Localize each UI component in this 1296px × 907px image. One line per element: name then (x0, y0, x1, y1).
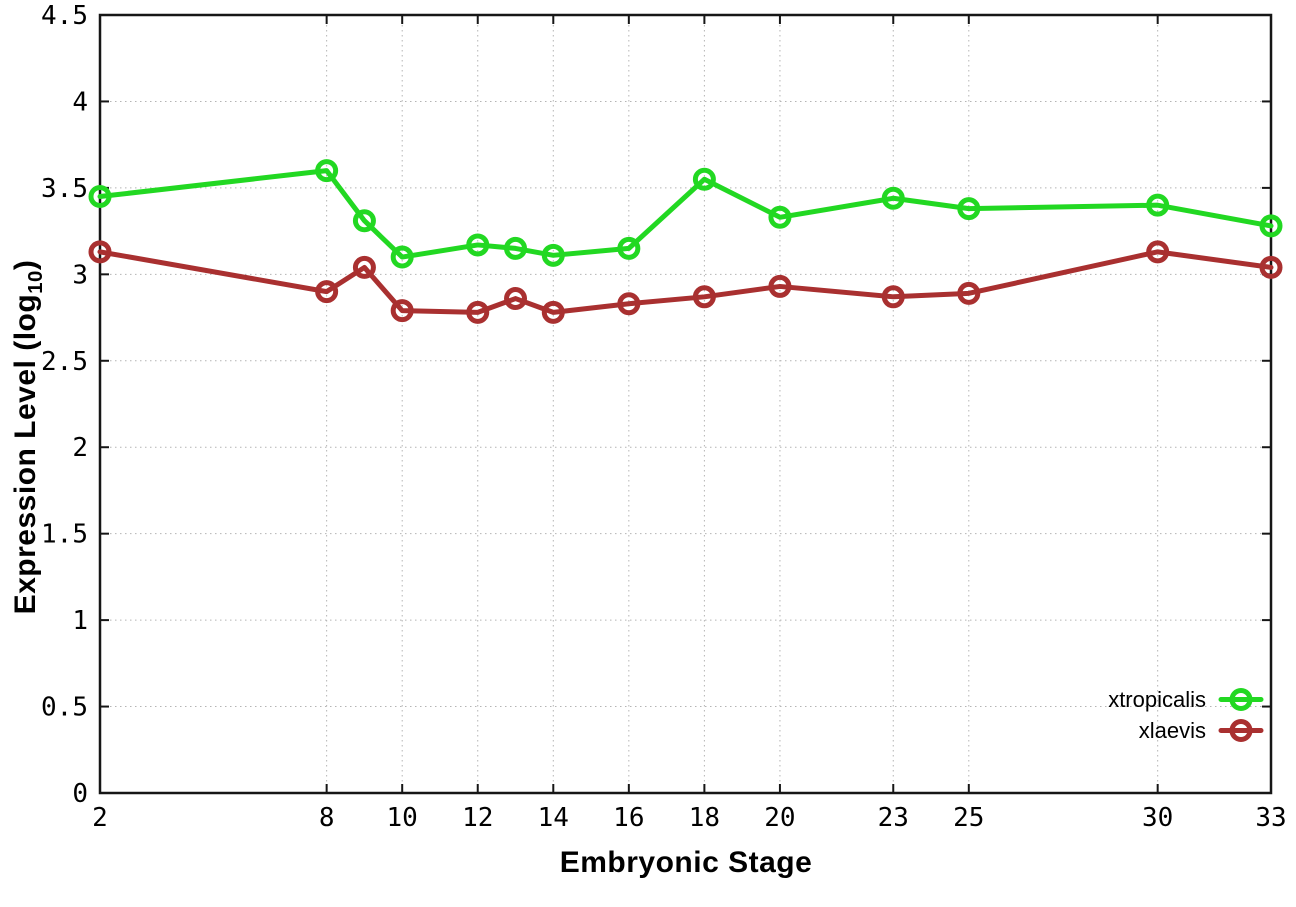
y-tick-label: 2 (72, 433, 88, 463)
legend-item-xlaevis: xlaevis (1108, 717, 1264, 744)
legend-label-xlaevis: xlaevis (1138, 717, 1206, 743)
data-point-xtropicalis (466, 233, 490, 257)
data-point-xtropicalis (390, 245, 414, 269)
y-tick-label: 4 (72, 87, 88, 117)
data-point-xlaevis (692, 285, 716, 309)
data-point-xtropicalis (541, 243, 565, 267)
plot-border (98, 13, 1273, 795)
x-tick-label: 12 (462, 803, 493, 833)
x-tick-label: 30 (1142, 803, 1173, 833)
data-point-xlaevis (541, 300, 565, 324)
series-line-xtropicalis (97, 168, 1274, 260)
y-tick-label: 0.5 (41, 693, 88, 723)
data-point-xtropicalis (315, 159, 339, 183)
data-point-xtropicalis (88, 185, 112, 209)
y-tick-label: 1 (72, 606, 88, 636)
data-point-xtropicalis (352, 209, 376, 233)
y-axis-title-suffix: ) (9, 259, 42, 271)
data-point-xlaevis (881, 285, 905, 309)
data-point-xtropicalis (768, 205, 792, 229)
x-tick-label: 33 (1255, 803, 1286, 833)
data-point-xlaevis (957, 281, 981, 305)
data-point-xtropicalis (692, 167, 716, 191)
x-tick-label: 2 (92, 803, 108, 833)
x-axis-title: Embryonic Stage (559, 846, 813, 879)
x-tick-label: 8 (319, 803, 335, 833)
data-point-xlaevis (466, 300, 490, 324)
legend-marker-xtropicalis (1218, 688, 1264, 711)
data-point-xlaevis (768, 274, 792, 298)
data-point-xtropicalis (504, 236, 528, 260)
data-point-xtropicalis (957, 197, 981, 221)
data-point-xlaevis (88, 240, 112, 264)
legend-label-xtropicalis: xtropicalis (1108, 686, 1206, 712)
x-tick-label: 18 (689, 803, 720, 833)
x-tick-label: 14 (538, 803, 569, 833)
legend: xtropicalis xlaevis (1108, 686, 1264, 748)
data-point-xlaevis (1146, 240, 1170, 264)
legend-point-sample (1229, 719, 1253, 742)
data-point-xlaevis (315, 280, 339, 304)
x-tick-label: 20 (764, 803, 795, 833)
y-tick-label: 3.5 (41, 174, 88, 204)
data-point-xtropicalis (617, 236, 641, 260)
data-point-xlaevis (390, 299, 414, 323)
x-tick-label: 10 (387, 803, 418, 833)
y-tick-label: 2.5 (41, 347, 88, 377)
legend-point-sample (1229, 688, 1253, 711)
y-tick-label: 3 (72, 260, 88, 290)
x-tick-label: 25 (953, 803, 984, 833)
data-point-xtropicalis (881, 186, 905, 210)
x-tick-label: 23 (878, 803, 909, 833)
y-axis-title-subscript: 10 (25, 270, 47, 294)
data-point-xtropicalis (1259, 214, 1283, 238)
y-tick-label: 1.5 (41, 520, 88, 550)
legend-item-xtropicalis: xtropicalis (1108, 686, 1264, 713)
y-axis-title: Expression Level (log10) (9, 259, 47, 615)
y-tick-label: 4.5 (41, 1, 88, 31)
data-point-xlaevis (352, 255, 376, 279)
data-point-xlaevis (504, 287, 528, 311)
data-point-xtropicalis (1146, 193, 1170, 217)
data-point-xlaevis (1259, 255, 1283, 279)
series-line-xlaevis (97, 249, 1274, 315)
y-axis-title-text: Expression Level (log (9, 293, 42, 615)
y-tick-label: 0 (72, 779, 88, 809)
data-point-xlaevis (617, 292, 641, 316)
x-tick-label: 16 (613, 803, 644, 833)
legend-marker-xlaevis (1218, 719, 1264, 742)
